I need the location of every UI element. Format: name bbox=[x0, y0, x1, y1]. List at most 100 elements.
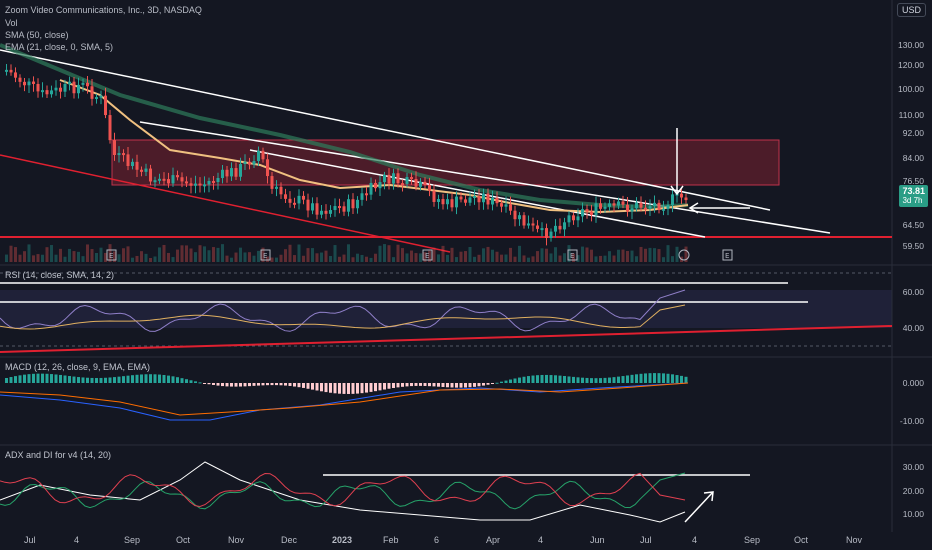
volume-bar bbox=[518, 245, 521, 262]
candle-body bbox=[351, 199, 355, 209]
candle-body bbox=[428, 184, 431, 191]
volume-bar bbox=[590, 249, 593, 262]
volume-bar bbox=[23, 251, 26, 262]
candle-body bbox=[14, 72, 17, 78]
macd-bar bbox=[194, 381, 197, 383]
volume-bar bbox=[140, 251, 143, 262]
vol-indicator-label[interactable]: Vol bbox=[5, 18, 18, 28]
volume-bar bbox=[248, 252, 251, 262]
rsi-title[interactable]: RSI (14, close, SMA, 14, 2) bbox=[5, 270, 115, 280]
candle-body bbox=[369, 182, 373, 195]
earnings-marker bbox=[106, 249, 117, 261]
macd-bar bbox=[18, 375, 22, 383]
volume-bar bbox=[671, 256, 674, 262]
volume-bar bbox=[297, 244, 301, 262]
volume-bar bbox=[473, 256, 476, 262]
volume-bar bbox=[545, 248, 548, 262]
candle-body bbox=[486, 193, 490, 205]
candle-body bbox=[635, 202, 638, 209]
candle-body bbox=[81, 82, 85, 85]
candle-body bbox=[513, 210, 517, 220]
candle-body bbox=[608, 203, 611, 207]
volume-bar bbox=[549, 253, 553, 262]
volume-bar bbox=[558, 255, 562, 262]
volume-bar bbox=[279, 254, 283, 262]
candle-body bbox=[77, 84, 80, 94]
volume-bar bbox=[117, 254, 121, 262]
candle-body bbox=[185, 181, 188, 184]
volume-bar bbox=[437, 254, 440, 262]
candle-body bbox=[113, 140, 116, 155]
candle-body bbox=[639, 202, 643, 208]
macd-bar bbox=[297, 383, 301, 388]
macd-bar bbox=[338, 383, 341, 394]
macd-bar bbox=[383, 383, 386, 390]
candle-body bbox=[95, 97, 98, 100]
macd-bar bbox=[536, 375, 539, 383]
candle-body bbox=[374, 182, 377, 189]
candle-body bbox=[149, 168, 152, 182]
symbol-title[interactable]: Zoom Video Communications, Inc., 3D, NAS… bbox=[5, 5, 202, 15]
volume-bar bbox=[500, 254, 503, 262]
currency-button[interactable]: USD bbox=[896, 3, 926, 17]
macd-title[interactable]: MACD (12, 26, close, 9, EMA, EMA) bbox=[5, 362, 151, 372]
volume-bar bbox=[5, 254, 8, 262]
candle-body bbox=[540, 228, 544, 231]
volume-bar bbox=[527, 257, 530, 262]
macd-bar bbox=[486, 383, 490, 385]
adx-title[interactable]: ADX and DI for v4 (14, 20) bbox=[5, 450, 112, 460]
volume-bar bbox=[572, 253, 575, 262]
volume-bar bbox=[410, 250, 413, 262]
volume-bar bbox=[162, 244, 166, 262]
left-arrow-head bbox=[688, 202, 699, 214]
volume-bar bbox=[108, 244, 112, 262]
candle-body bbox=[491, 197, 494, 205]
sma-indicator-label[interactable]: SMA (50, close) bbox=[5, 30, 69, 40]
volume-bar bbox=[77, 251, 80, 262]
macd-bar bbox=[36, 373, 40, 383]
candle-body bbox=[266, 159, 269, 177]
candle-body bbox=[207, 180, 211, 185]
macd-bar bbox=[662, 373, 665, 383]
macd-level: 0.000 bbox=[902, 378, 924, 388]
candle-body bbox=[626, 204, 629, 212]
candle-body bbox=[387, 174, 391, 184]
volume-bar bbox=[32, 255, 35, 262]
ema-indicator-label[interactable]: EMA (21, close, 0, SMA, 5) bbox=[5, 42, 114, 52]
rsi-ma-line bbox=[0, 304, 686, 330]
time-label: Jul bbox=[24, 535, 36, 545]
candle-body bbox=[527, 223, 530, 226]
macd-bar bbox=[446, 383, 449, 388]
candle-body bbox=[518, 215, 521, 220]
macd-bar bbox=[387, 383, 391, 389]
macd-bar bbox=[32, 373, 35, 383]
volume-bar bbox=[54, 254, 58, 262]
wedge-trendline bbox=[249, 149, 706, 238]
candle-body bbox=[171, 175, 175, 184]
candle-body bbox=[27, 81, 31, 86]
candle-body bbox=[104, 95, 107, 116]
volume-bar bbox=[315, 253, 319, 262]
adx-level: 10.00 bbox=[902, 509, 924, 519]
macd-bar bbox=[54, 374, 58, 383]
macd-bar bbox=[473, 383, 476, 387]
earnings-marker bbox=[260, 249, 271, 261]
macd-bar bbox=[239, 383, 242, 387]
volume-bar bbox=[225, 255, 229, 262]
candle-body bbox=[144, 168, 148, 172]
macd-bar bbox=[612, 377, 616, 383]
time-label: Sep bbox=[124, 535, 141, 545]
time-label: Jun bbox=[590, 535, 605, 545]
volume-bar bbox=[207, 250, 211, 262]
candle-body bbox=[603, 206, 607, 209]
macd-bar bbox=[72, 376, 76, 383]
volume-bar bbox=[50, 245, 53, 262]
volume-bar bbox=[239, 247, 242, 262]
macd-bar bbox=[423, 383, 427, 386]
volume-bar bbox=[423, 252, 427, 262]
price-label: 110.00 bbox=[898, 110, 924, 120]
candle-body bbox=[248, 161, 251, 165]
bar-countdown: 3d 7h bbox=[902, 196, 923, 205]
